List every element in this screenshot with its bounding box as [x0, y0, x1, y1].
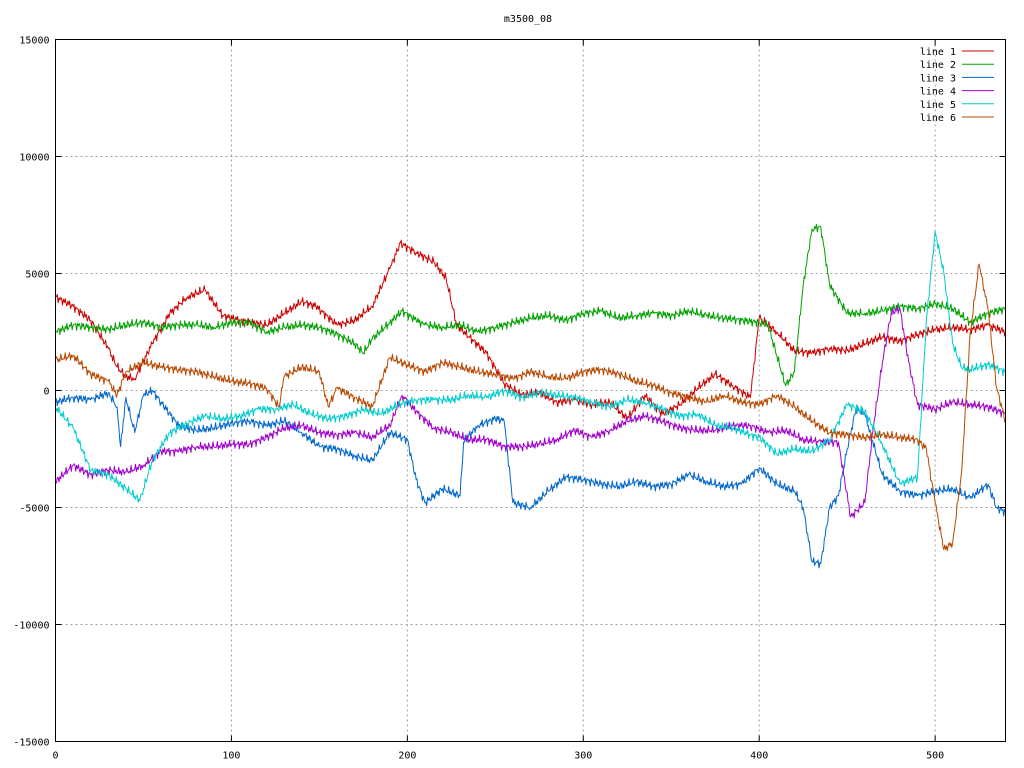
series-line-3	[55, 386, 1006, 569]
x-tick-label: 200	[398, 751, 416, 762]
y-tick-label: -15000	[13, 738, 49, 749]
y-tick-label: -10000	[13, 621, 49, 632]
x-tick-label: 100	[222, 751, 240, 762]
legend-label-2: line 2	[920, 60, 956, 71]
legend-label-1: line 1	[920, 47, 956, 58]
y-tick-label: 15000	[19, 36, 49, 47]
y-tick-label: -5000	[19, 504, 49, 515]
grid	[55, 39, 1006, 742]
chart-title: m3500_08	[504, 14, 552, 25]
y-tick-label: 5000	[25, 270, 49, 281]
series-layer	[55, 223, 1006, 569]
x-tick-label: 400	[750, 751, 768, 762]
series-line-1	[55, 239, 1006, 420]
series-line-2	[55, 223, 1006, 387]
legend-label-5: line 5	[920, 100, 956, 111]
y-tick-label: 0	[43, 387, 49, 398]
x-tick-label: 300	[574, 751, 592, 762]
x-tick-label: 0	[52, 751, 58, 762]
series-line-5	[55, 230, 1006, 503]
x-tick-label: 500	[926, 751, 944, 762]
series-line-6	[55, 263, 1006, 552]
legend-label-6: line 6	[920, 113, 956, 124]
y-tick-label: 10000	[19, 153, 49, 164]
axis-ticks: -15000 -10000 -5000 0 5000 10000 15000 0 100 200 3…	[13, 36, 1006, 762]
legend-label-3: line 3	[920, 73, 956, 84]
legend-label-4: line 4	[920, 87, 956, 98]
legend: line 1 line 2 line 3 line 4 line 5 line 6	[920, 47, 994, 124]
series-line-4	[55, 305, 1006, 519]
